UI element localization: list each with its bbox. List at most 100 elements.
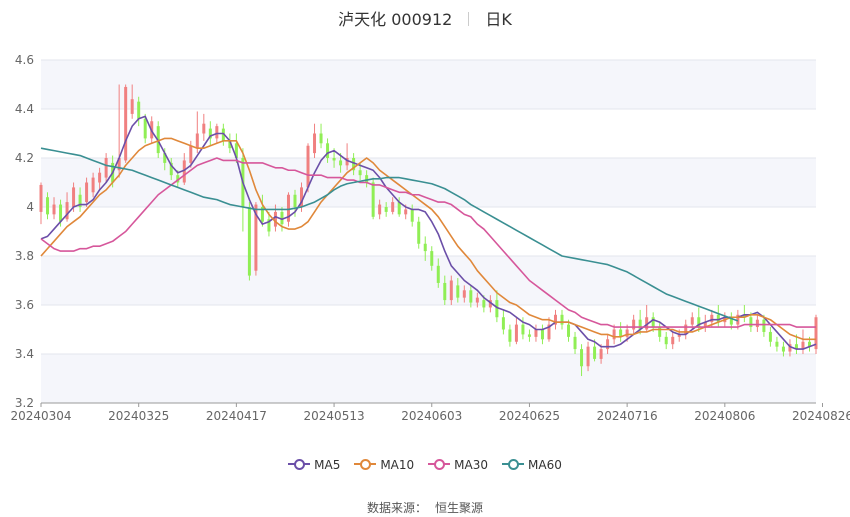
candle-body: [794, 344, 798, 350]
candle-body: [580, 349, 584, 367]
candle-body: [430, 251, 434, 266]
candle-body: [300, 187, 304, 207]
y-tick-label: 3.6: [15, 298, 34, 312]
candle-body: [599, 349, 603, 359]
candle-body: [749, 317, 753, 328]
candle-body: [768, 331, 772, 342]
x-tick-label: 20240304: [10, 409, 71, 423]
legend: MA5 MA10 MA30 MA60: [0, 458, 850, 472]
candle-body: [423, 243, 427, 252]
candle-body: [462, 290, 466, 298]
candle-body: [593, 346, 597, 359]
candle-body: [202, 123, 206, 134]
candle-body: [267, 219, 271, 232]
ma-line-ma60: [40, 147, 739, 322]
candle-body: [215, 126, 219, 139]
candle-body: [46, 197, 50, 215]
legend-marker: [354, 458, 377, 470]
ma-line-ma30: [40, 157, 816, 328]
candle-body: [638, 319, 642, 330]
candle-body: [586, 346, 590, 367]
candle-body: [775, 341, 779, 347]
stock-name: 泸天化 000912: [338, 10, 453, 29]
y-tick-label: 4.6: [15, 53, 34, 67]
ma-line-ma5: [40, 115, 817, 350]
legend-marker: [288, 458, 311, 470]
candle-body: [488, 300, 492, 308]
candle-body: [697, 317, 701, 328]
candle-body: [475, 297, 479, 303]
candle-body: [254, 204, 258, 271]
candle-body: [182, 160, 186, 183]
candle-body: [729, 317, 733, 325]
y-tick-label: 3.2: [15, 396, 34, 410]
candle-body: [391, 202, 395, 212]
candle-body: [143, 118, 147, 139]
candle-body: [658, 327, 662, 337]
candle-body: [567, 324, 571, 337]
candle-body: [306, 145, 310, 188]
grid-band: [41, 60, 816, 109]
candle-body: [384, 207, 388, 212]
y-tick-label: 4: [26, 200, 34, 214]
grid-band: [41, 354, 816, 403]
candle-body: [449, 280, 453, 301]
candle-body: [293, 194, 297, 207]
candle-body: [130, 99, 134, 114]
title-divider: [468, 12, 470, 26]
candle-body: [169, 162, 173, 176]
legend-item-ma30[interactable]: MA30: [428, 458, 488, 472]
candle-body: [137, 101, 141, 119]
legend-label: MA10: [380, 458, 415, 472]
candle-body: [540, 329, 544, 340]
candle-body: [397, 202, 401, 215]
candle-body: [273, 211, 277, 227]
candle-body: [234, 143, 238, 158]
legend-label: MA30: [454, 458, 489, 472]
y-tick-label: 4.4: [15, 102, 34, 116]
candle-body: [781, 346, 785, 352]
candle-body: [104, 158, 108, 178]
y-tick-label: 4.2: [15, 151, 34, 165]
candle-body: [482, 300, 486, 308]
candle-body: [352, 158, 356, 171]
data-source: 数据来源： 恒生聚源: [0, 499, 850, 516]
candle-body: [573, 336, 577, 350]
legend-item-ma60[interactable]: MA60: [502, 458, 562, 472]
candle-body: [91, 177, 95, 193]
candle-body: [72, 187, 76, 207]
candle-body: [632, 319, 636, 330]
period-label: 日K: [485, 10, 512, 29]
candle-body: [501, 317, 505, 330]
candle-body: [39, 184, 43, 212]
candle-body: [280, 211, 284, 225]
candle-body: [527, 334, 531, 337]
x-tick-label: 20240513: [304, 409, 365, 423]
candle-body: [534, 329, 538, 337]
candle-body: [326, 143, 330, 158]
candle-body: [378, 204, 382, 215]
legend-label: MA5: [314, 458, 341, 472]
grid-band: [41, 256, 816, 305]
candle-body: [645, 317, 649, 330]
candle-body: [163, 153, 167, 163]
candle-body: [710, 314, 714, 323]
candle-body: [514, 324, 518, 342]
candle-body: [606, 339, 610, 350]
candle-body: [339, 160, 343, 166]
legend-marker: [502, 458, 525, 470]
candle-body: [690, 317, 694, 325]
candle-body: [521, 324, 525, 335]
candle-body: [651, 317, 655, 328]
legend-item-ma10[interactable]: MA10: [354, 458, 414, 472]
candle-body: [228, 140, 232, 149]
x-tick-label: 20240716: [597, 409, 658, 423]
legend-item-ma5[interactable]: MA5: [288, 458, 340, 472]
candle-body: [410, 209, 414, 222]
candle-body: [547, 324, 551, 340]
candle-body: [612, 329, 616, 340]
candle-body: [814, 317, 818, 350]
candle-body: [716, 314, 720, 323]
candle-body: [247, 207, 251, 276]
candle-body: [117, 158, 121, 171]
